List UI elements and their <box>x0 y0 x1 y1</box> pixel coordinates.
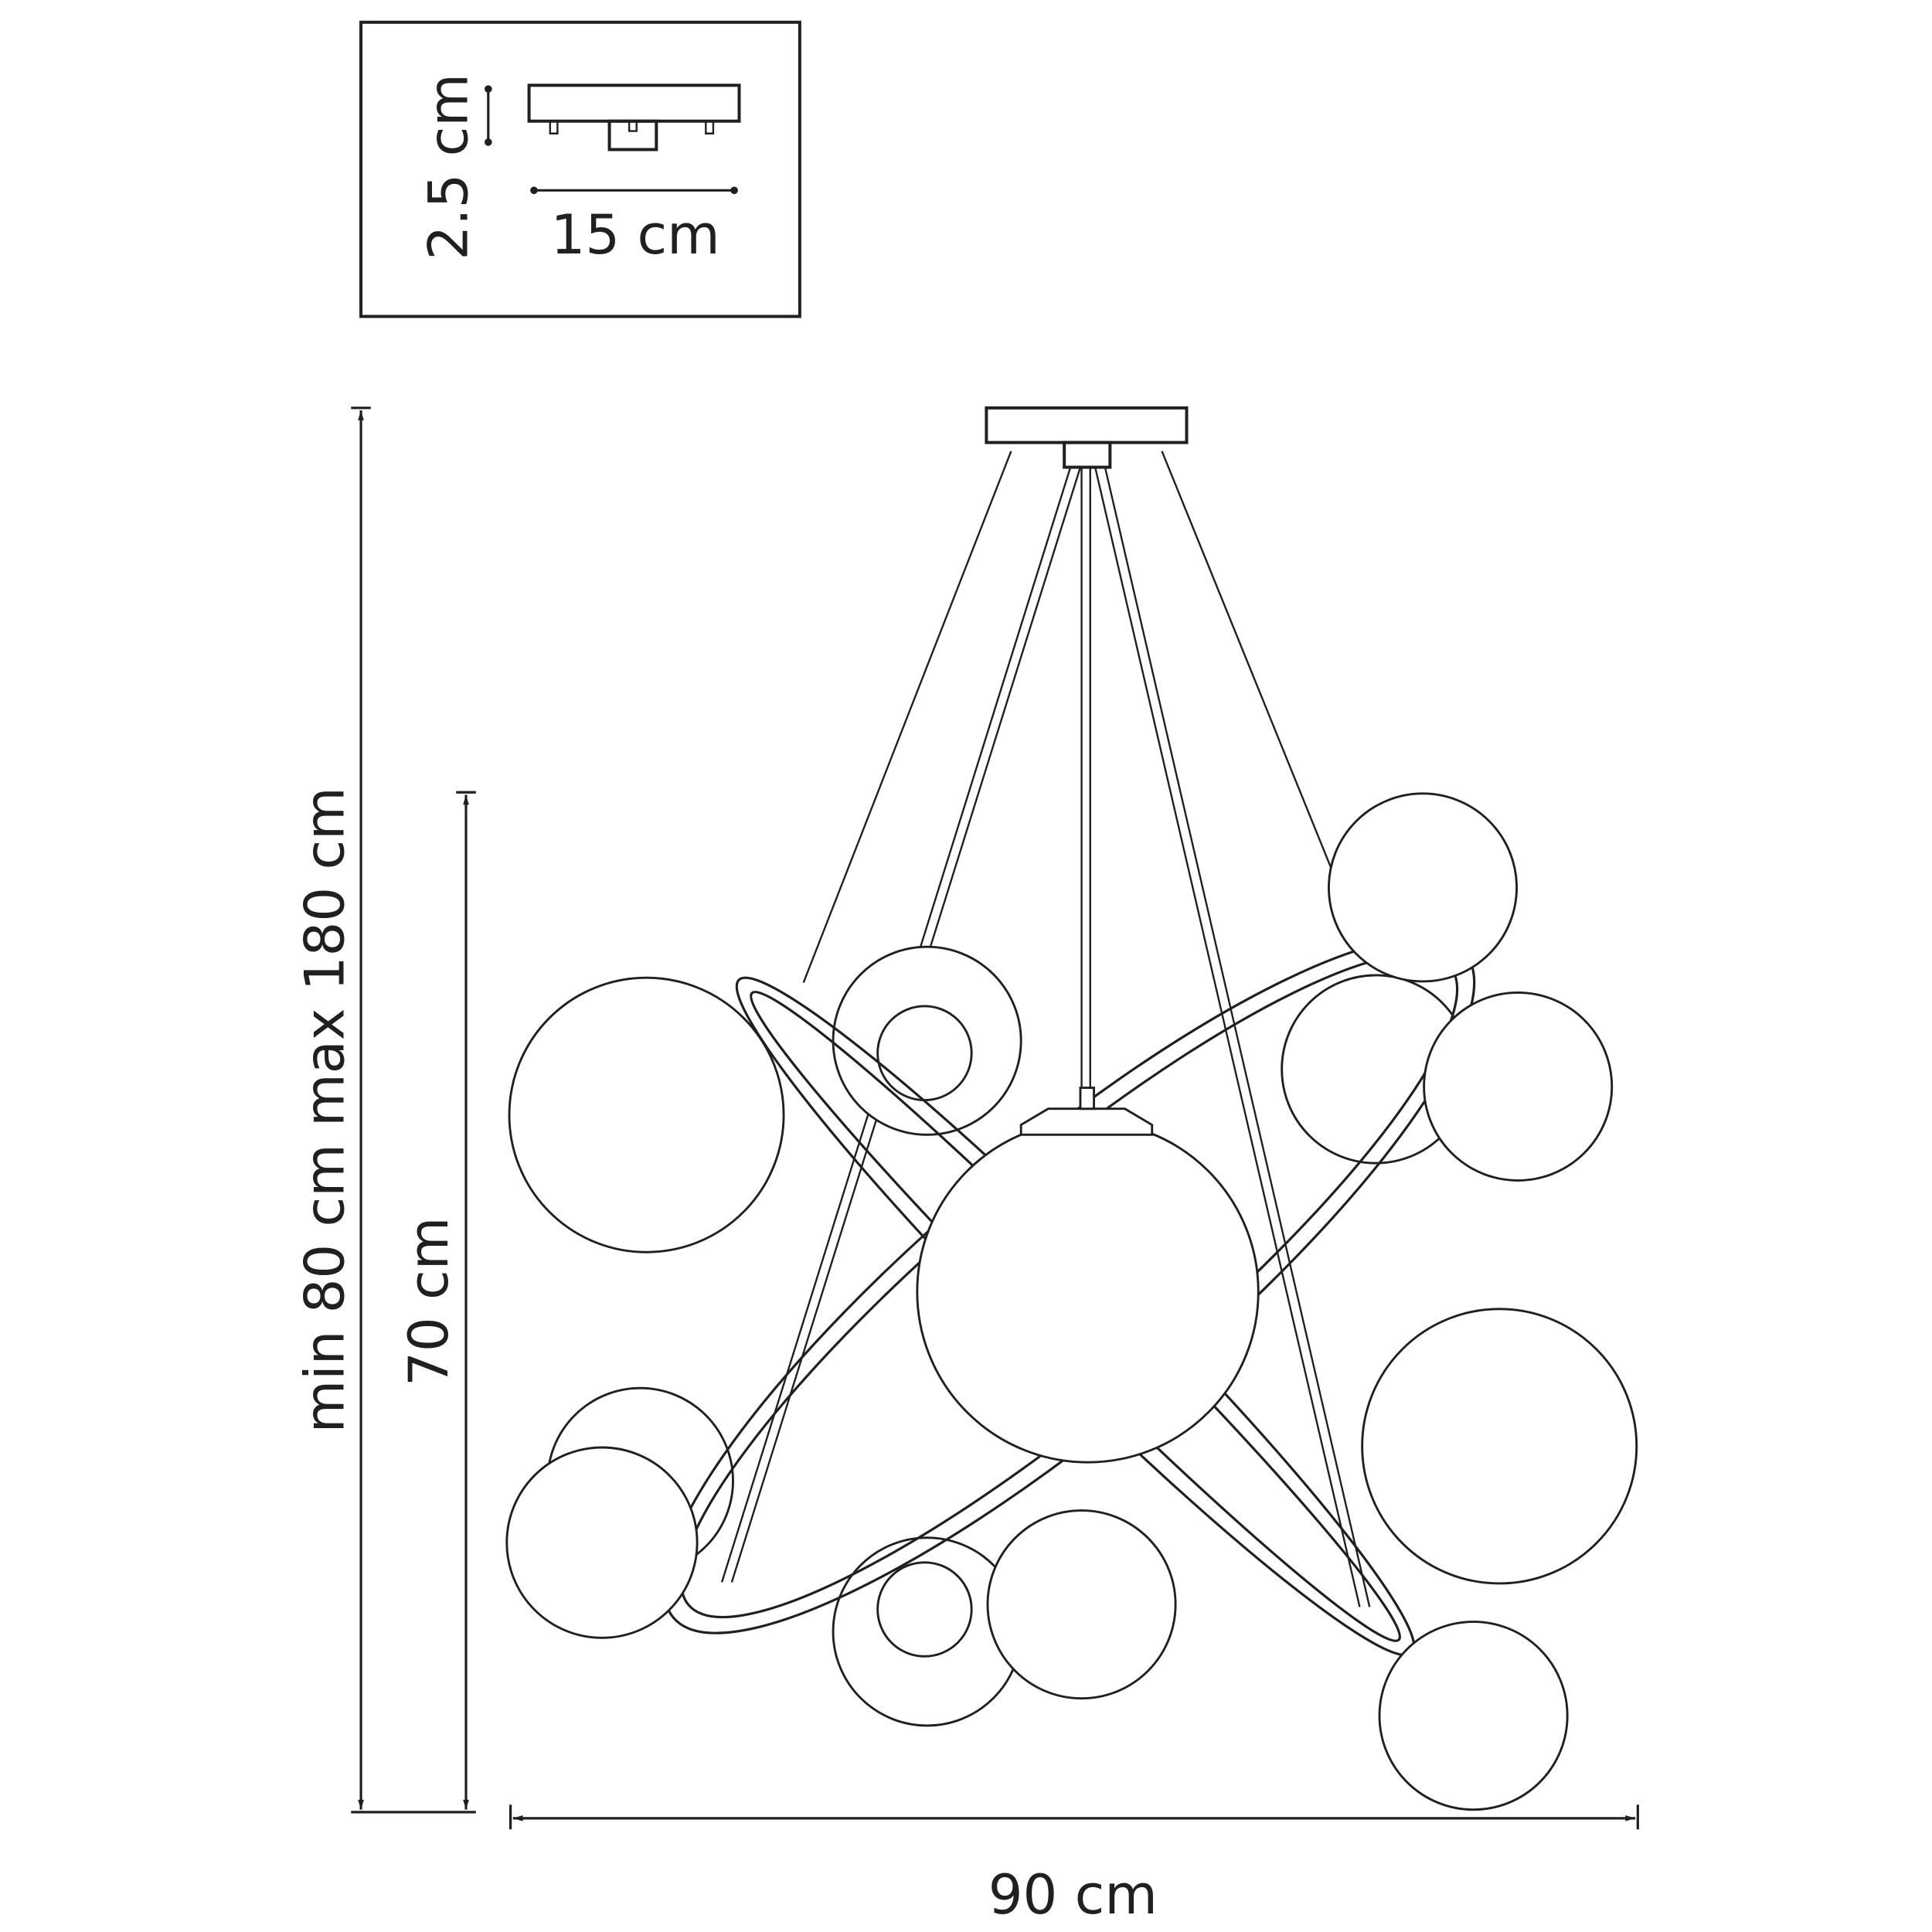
inset-screws <box>549 121 715 134</box>
inset-frame <box>359 20 801 318</box>
cable-right <box>1161 451 1334 872</box>
globe <box>986 1509 1177 1700</box>
globe <box>1378 1621 1569 1811</box>
globe <box>505 1446 699 1639</box>
center-globe <box>916 1120 1260 1464</box>
mount-inset: 2.5 cm 15 cm <box>359 20 801 318</box>
rod-center <box>1080 467 1091 1088</box>
globe <box>1423 991 1614 1182</box>
body-height-label: 70 cm <box>397 1217 461 1386</box>
cable-left <box>802 451 1012 984</box>
mount-block <box>1063 440 1112 469</box>
inset-width-label: 15 cm <box>551 203 720 267</box>
dimension-lines: min 80 cm max 180 cm 70 cm 90 cm <box>294 406 1639 1927</box>
chandelier <box>505 406 1638 1811</box>
globe <box>508 976 785 1253</box>
rod-right <box>1094 467 1371 1607</box>
total-height-label: min 80 cm max 180 cm <box>294 787 357 1433</box>
inset-height-label: 2.5 cm <box>417 73 481 260</box>
globe <box>1361 1308 1638 1585</box>
center-globe-cap <box>1019 1107 1154 1136</box>
globe <box>1328 792 1519 983</box>
ceiling-plate <box>985 406 1189 444</box>
inset-ceiling-plate <box>527 83 741 123</box>
inset-mount-block <box>607 119 658 151</box>
width-label: 90 cm <box>988 1863 1158 1927</box>
